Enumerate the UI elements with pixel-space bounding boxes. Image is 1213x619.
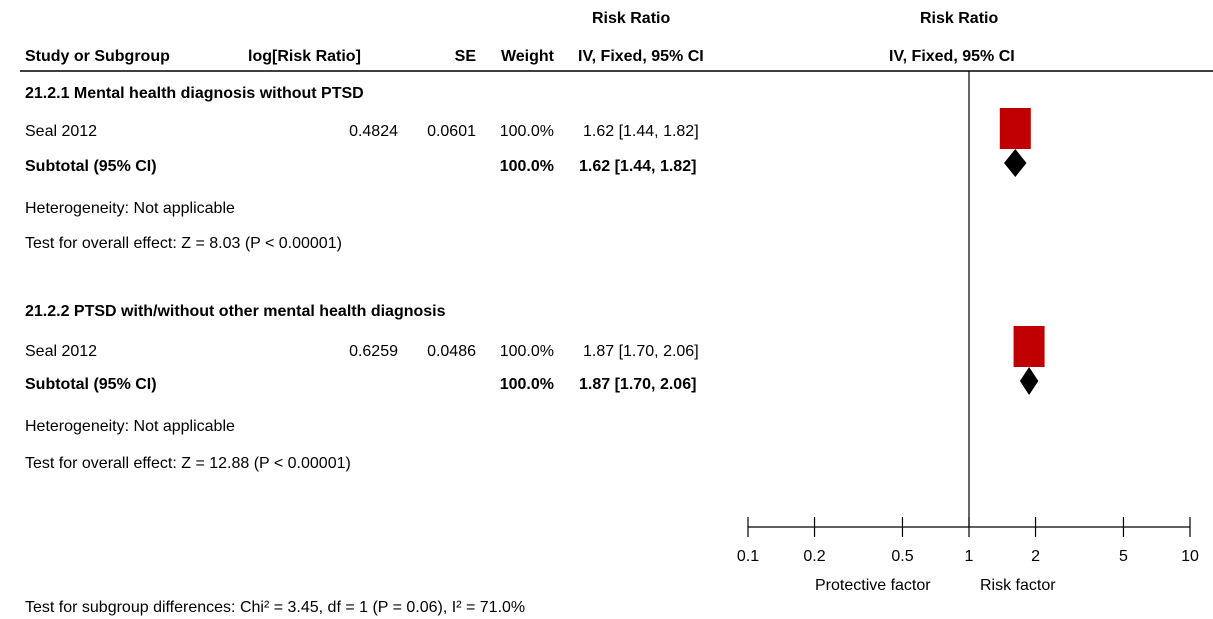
study-se: 0.0486 [427, 343, 476, 360]
col-se: SE [454, 48, 476, 65]
subtotal-weight: 100.0% [499, 376, 554, 393]
subtotal-label: Subtotal (95% CI) [25, 376, 157, 393]
overall-effect-text: Test for overall effect: Z = 12.88 (P < … [25, 455, 351, 472]
group-title: 21.2.2 PTSD with/without other mental he… [25, 303, 446, 320]
risk-factor-label: Risk factor [980, 577, 1056, 594]
study-weight-box [999, 108, 1031, 149]
subtotal-label: Subtotal (95% CI) [25, 158, 157, 175]
heterogeneity-text: Heterogeneity: Not applicable [25, 200, 235, 217]
subtotal-diamond [1019, 367, 1039, 395]
study-weight-box [1013, 326, 1045, 367]
study-ci: 1.87 [1.70, 2.06] [583, 343, 699, 360]
subtotal-diamond [1003, 149, 1027, 177]
col-logrr: log[Risk Ratio] [248, 48, 361, 65]
x-tick-label: 2 [1031, 548, 1040, 565]
col-study: Study or Subgroup [25, 48, 170, 65]
study-se: 0.0601 [427, 123, 476, 140]
risk-ratio-header-left: Risk Ratio [592, 10, 671, 27]
x-tick-label: 10 [1181, 548, 1199, 565]
x-tick-label: 0.1 [737, 548, 759, 565]
study-ci: 1.62 [1.44, 1.82] [583, 123, 699, 140]
col-ci-right: IV, Fixed, 95% CI [889, 48, 1015, 65]
study-logrr: 0.4824 [349, 123, 398, 140]
subtotal-weight: 100.0% [499, 158, 554, 175]
group-title: 21.2.1 Mental health diagnosis without P… [25, 85, 364, 102]
x-tick-label: 5 [1119, 548, 1128, 565]
study-logrr: 0.6259 [349, 343, 398, 360]
x-tick-label: 0.2 [803, 548, 825, 565]
col-ci-left: IV, Fixed, 95% CI [578, 48, 704, 65]
protective-factor-label: Protective factor [815, 577, 931, 594]
x-tick-label: 0.5 [891, 548, 913, 565]
col-weight: Weight [500, 48, 554, 65]
overall-effect-text: Test for overall effect: Z = 8.03 (P < 0… [25, 235, 342, 252]
study-name: Seal 2012 [25, 343, 98, 360]
study-weight: 100.0% [499, 123, 554, 140]
heterogeneity-text: Heterogeneity: Not applicable [25, 418, 235, 435]
subgroup-differences-text: Test for subgroup differences: Chi² = 3.… [25, 599, 526, 616]
study-weight: 100.0% [499, 343, 554, 360]
subtotal-ci: 1.87 [1.70, 2.06] [579, 376, 697, 393]
subtotal-ci: 1.62 [1.44, 1.82] [579, 158, 697, 175]
risk-ratio-header-right: Risk Ratio [920, 10, 999, 27]
study-name: Seal 2012 [25, 123, 98, 140]
x-tick-label: 1 [965, 548, 974, 565]
